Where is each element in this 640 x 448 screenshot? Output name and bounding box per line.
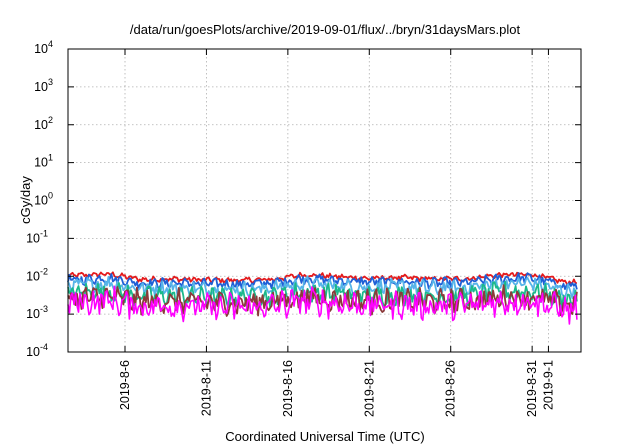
y-tick-label: 10-1: [26, 228, 48, 245]
x-tick-label: 2019-8-21: [362, 360, 376, 417]
x-tick-label: 2019-8-16: [281, 360, 295, 417]
x-axis: 2019-8-6 2019-8-11 2019-8-16 2019-8-21 2019-…: [118, 49, 555, 417]
y-tick-label: 101: [34, 153, 53, 170]
x-tick-label: 2019-9-1: [541, 360, 555, 410]
y-tick-label: 103: [34, 77, 53, 94]
y-tick-label: 10-3: [26, 304, 48, 321]
y-tick-label: 10-4: [26, 342, 48, 359]
y-tick-label: 104: [34, 39, 53, 56]
series-line: [67, 285, 578, 325]
y-axis-label: cGy/day: [18, 176, 33, 224]
x-tick-label: 2019-8-6: [118, 360, 132, 410]
chart-title: /data/run/goesPlots/archive/2019-09-01/f…: [130, 22, 521, 37]
y-tick-label: 10-2: [26, 266, 48, 283]
y-tick-label: 102: [34, 115, 53, 132]
x-axis-label: Coordinated Universal Time (UTC): [225, 429, 424, 444]
x-tick-label: 2019-8-31: [525, 360, 539, 417]
series-line: [67, 271, 578, 286]
series-line: [67, 275, 578, 300]
x-tick-label: 2019-8-26: [444, 360, 458, 417]
y-tick-label: 100: [34, 191, 53, 208]
y-axis: 10-4 10-3 10-2 10-1 100 101 102 103 104: [26, 39, 581, 359]
series-group: [67, 271, 578, 325]
x-tick-label: 2019-8-11: [199, 360, 213, 416]
